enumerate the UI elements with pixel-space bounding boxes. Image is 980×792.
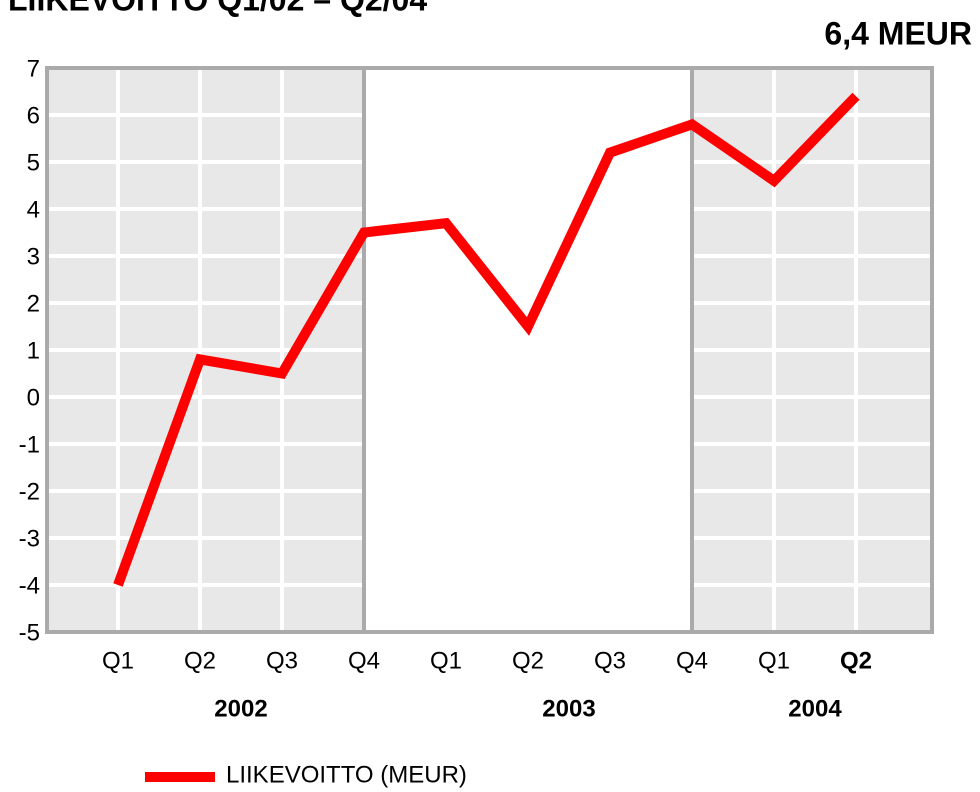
x-tick-label: Q1 <box>102 647 134 674</box>
x-tick-label: Q4 <box>676 647 708 674</box>
legend-label: LIIKEVOITTO (MEUR) <box>226 761 467 788</box>
annotation: 6,4 MEUR <box>824 15 972 51</box>
y-tick-label: -4 <box>19 572 40 599</box>
y-tick-label: -5 <box>19 619 40 646</box>
group-label: 2004 <box>788 695 842 722</box>
y-tick-label: 1 <box>27 337 40 364</box>
x-tick-label: Q1 <box>758 647 790 674</box>
group-label: 2003 <box>542 695 595 722</box>
x-tick-label: Q3 <box>594 647 626 674</box>
x-tick-label: Q1 <box>430 647 462 674</box>
x-tick-label: Q2 <box>184 647 216 674</box>
y-tick-label: 6 <box>27 102 40 129</box>
plot-border <box>45 66 934 634</box>
y-tick-label: 2 <box>27 290 40 317</box>
x-tick-label: Q2 <box>512 647 544 674</box>
y-tick-label: 7 <box>27 55 40 82</box>
x-tick-label: Q2 <box>840 647 872 674</box>
x-tick-label: Q4 <box>348 647 380 674</box>
x-tick-label: Q3 <box>266 647 298 674</box>
y-tick-label: -2 <box>19 478 40 505</box>
y-tick-label: 3 <box>27 243 40 270</box>
y-tick-label: 5 <box>27 149 40 176</box>
y-tick-label: -1 <box>19 431 40 458</box>
y-tick-label: -3 <box>19 525 40 552</box>
series-line <box>113 92 860 587</box>
chart-title: LIIKEVOITTO Q1/02 – Q2/04 <box>8 0 427 17</box>
y-tick-label: 0 <box>27 384 40 411</box>
y-tick-label: 4 <box>27 196 40 223</box>
group-label: 2002 <box>214 695 267 722</box>
